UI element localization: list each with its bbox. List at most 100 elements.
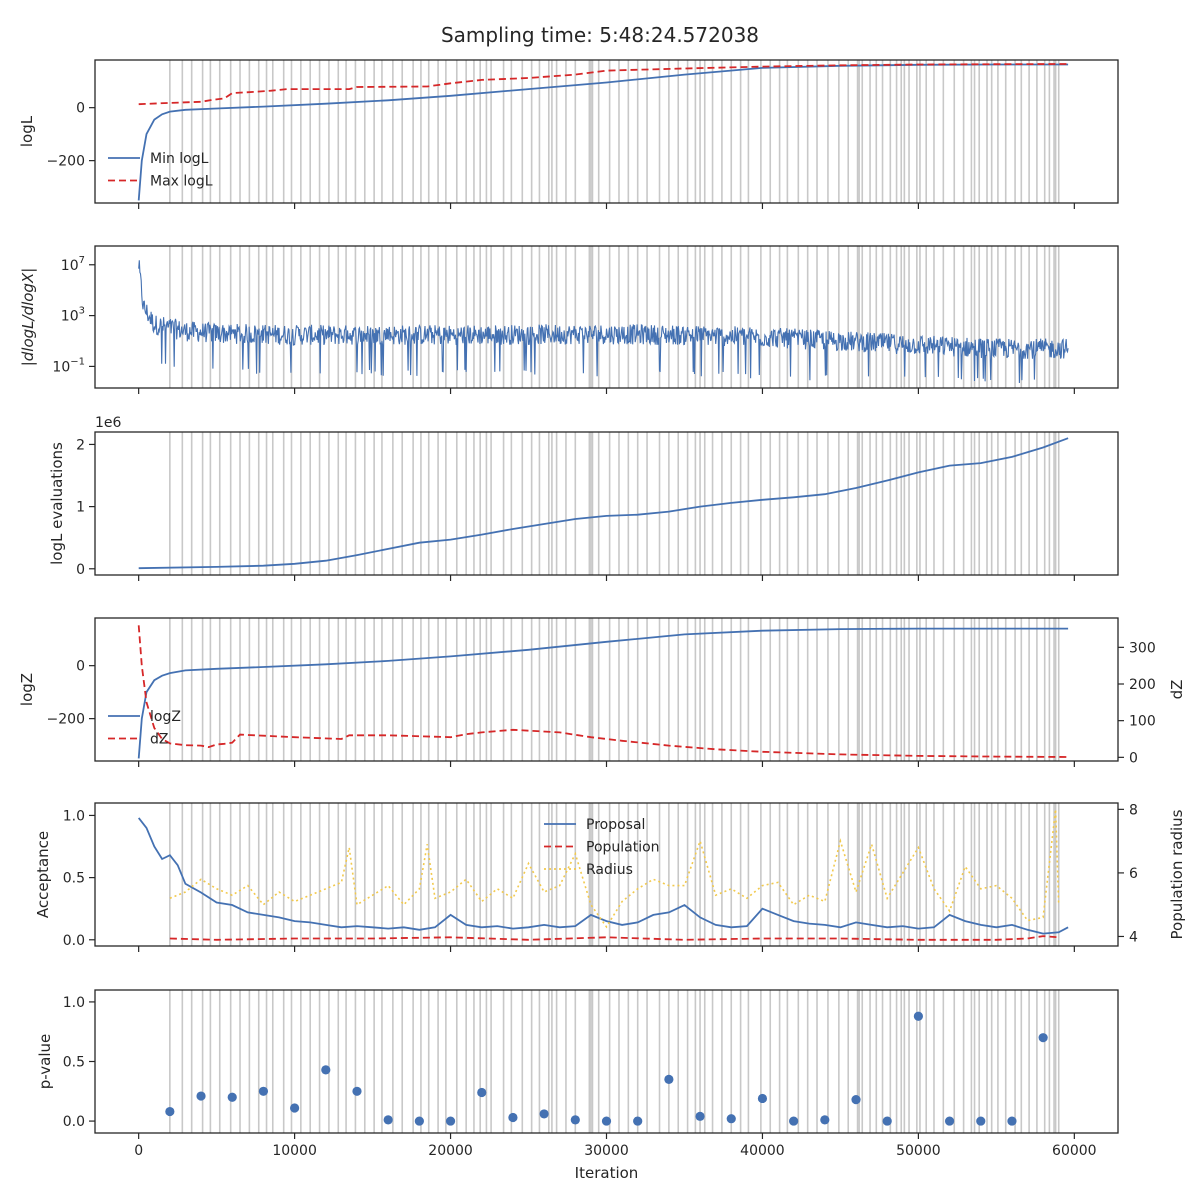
legend-label: dZ <box>150 732 168 748</box>
legend: Proposal Population Radius <box>544 817 660 878</box>
figure-title: Sampling time: 5:48:24.572038 <box>441 23 759 47</box>
panels: 0 −200 logL Min logL Max logL 107 103 10−1 |dlog… <box>18 59 1186 1182</box>
scatter-point <box>913 1011 923 1021</box>
x-tick-label: 40000 <box>740 1143 785 1159</box>
x-tick-label: 10000 <box>272 1143 317 1159</box>
y-tick-label: 10−1 <box>52 356 85 375</box>
scatter-point <box>570 1115 580 1125</box>
scatter-point <box>1038 1033 1048 1043</box>
plot-area <box>137 625 1069 759</box>
insertion-bands <box>169 60 1060 203</box>
legend: logZ dZ <box>108 709 181 748</box>
y-tick-label: 1 <box>76 500 85 516</box>
series-line-population <box>169 935 1059 941</box>
scatter-point <box>976 1116 986 1126</box>
scatter-point <box>508 1112 518 1123</box>
plot-area <box>137 63 1069 201</box>
panel-logz: 0 −200 0 100 200 300 dZ logZ logZ dZ <box>18 617 1186 767</box>
insertion-bands <box>169 990 1060 1133</box>
scatter-point <box>944 1116 955 1126</box>
axes-frame <box>94 617 1119 762</box>
y-axis-label: logZ <box>18 673 36 706</box>
panel-acceptance: 0.0 0.5 1.0 4 6 8 Population radius Acceptance P… <box>34 802 1186 952</box>
y-tick-label: −200 <box>47 712 85 728</box>
plot-area <box>165 1011 1048 1126</box>
y-axis-label: p-value <box>36 1034 54 1090</box>
axes-frame <box>94 989 1119 1134</box>
x-tick-label: 20000 <box>428 1143 473 1159</box>
y2-tick-label: 4 <box>1129 929 1138 945</box>
scatter-point <box>757 1093 768 1104</box>
series-line-data <box>138 437 1069 570</box>
legend-label: Proposal <box>586 817 645 833</box>
scatter-point <box>352 1086 362 1096</box>
series-line-proposal <box>137 817 1069 935</box>
x-tick-label: 0 <box>134 1143 143 1159</box>
legend-label: Radius <box>586 862 633 878</box>
scatter-point <box>445 1116 456 1126</box>
scatter-point <box>414 1116 424 1126</box>
scatter-point <box>477 1087 487 1098</box>
panel-logl: 0 −200 logL Min logL Max logL <box>18 59 1119 209</box>
scatter-point <box>601 1116 612 1126</box>
scatter-point <box>1007 1116 1017 1126</box>
x-tick-label: 50000 <box>896 1143 941 1159</box>
y2-tick-label: 8 <box>1129 802 1138 818</box>
scatter-point <box>321 1065 331 1075</box>
scatter-point <box>851 1095 861 1105</box>
insertion-bands <box>169 618 1060 761</box>
x-tick-label: 60000 <box>1052 1143 1097 1159</box>
panel-logl-evaluations: 0 1 2 1e6 logL evaluations <box>48 415 1119 581</box>
series-line-dz <box>137 625 1069 758</box>
panel-dlogl: 107 103 10−1 |dlogL/dlogX| <box>19 245 1119 394</box>
y-axis-label: logL <box>18 115 36 147</box>
series-line-min-logl <box>137 63 1069 201</box>
y-tick-label: 1.0 <box>63 995 85 1011</box>
scatter-point <box>882 1116 892 1126</box>
y2-tick-label: 300 <box>1129 640 1156 656</box>
y2-tick-label: 100 <box>1129 714 1156 730</box>
scatter-point <box>258 1086 269 1096</box>
y-axis-label: |dlogL/dlogX| <box>19 268 37 367</box>
plot-area <box>138 260 1069 384</box>
x-tick-label: 30000 <box>584 1143 629 1159</box>
legend-label: logZ <box>150 709 181 725</box>
series-line-radius <box>169 809 1060 929</box>
legend-label: Max logL <box>150 174 213 190</box>
axes-frame <box>94 59 1119 204</box>
y-tick-label: 0 <box>76 659 85 675</box>
y-tick-label: 0.0 <box>63 1114 85 1130</box>
insertion-bands <box>169 246 1060 388</box>
y-axis-label: Acceptance <box>34 831 52 918</box>
insertion-bands <box>169 432 1060 575</box>
y2-axis-label: dZ <box>1168 680 1186 700</box>
legend: Min logL Max logL <box>108 151 213 190</box>
scatter-point <box>383 1115 393 1125</box>
y2-tick-label: 0 <box>1129 750 1138 766</box>
scatter-point <box>165 1106 175 1117</box>
series-line <box>138 260 1069 384</box>
y-axis-label: logL evaluations <box>48 442 66 565</box>
y-tick-label: 0.0 <box>63 933 85 949</box>
y-tick-label: −200 <box>47 154 85 170</box>
plot-area <box>138 437 1069 570</box>
y2-tick-label: 200 <box>1129 677 1156 693</box>
y2-axis-label: Population radius <box>1168 809 1186 939</box>
scatter-point <box>539 1109 549 1119</box>
scatter-point <box>664 1074 674 1084</box>
scatter-point <box>227 1092 237 1102</box>
y-tick-label: 2 <box>76 437 85 453</box>
axes-frame <box>94 431 1119 576</box>
y-tick-label: 0 <box>76 562 85 578</box>
scatter-point <box>695 1111 705 1121</box>
plot-area <box>137 809 1069 941</box>
y-offset-label: 1e6 <box>95 415 122 431</box>
y-tick-label: 103 <box>61 306 85 325</box>
legend-label: Min logL <box>150 151 209 167</box>
y-tick-label: 107 <box>61 255 85 274</box>
y-tick-label: 0.5 <box>63 1055 85 1071</box>
y-tick-label: 0 <box>76 101 85 117</box>
series-line-max-logl <box>138 63 1069 106</box>
y-tick-label: 1.0 <box>63 808 85 824</box>
